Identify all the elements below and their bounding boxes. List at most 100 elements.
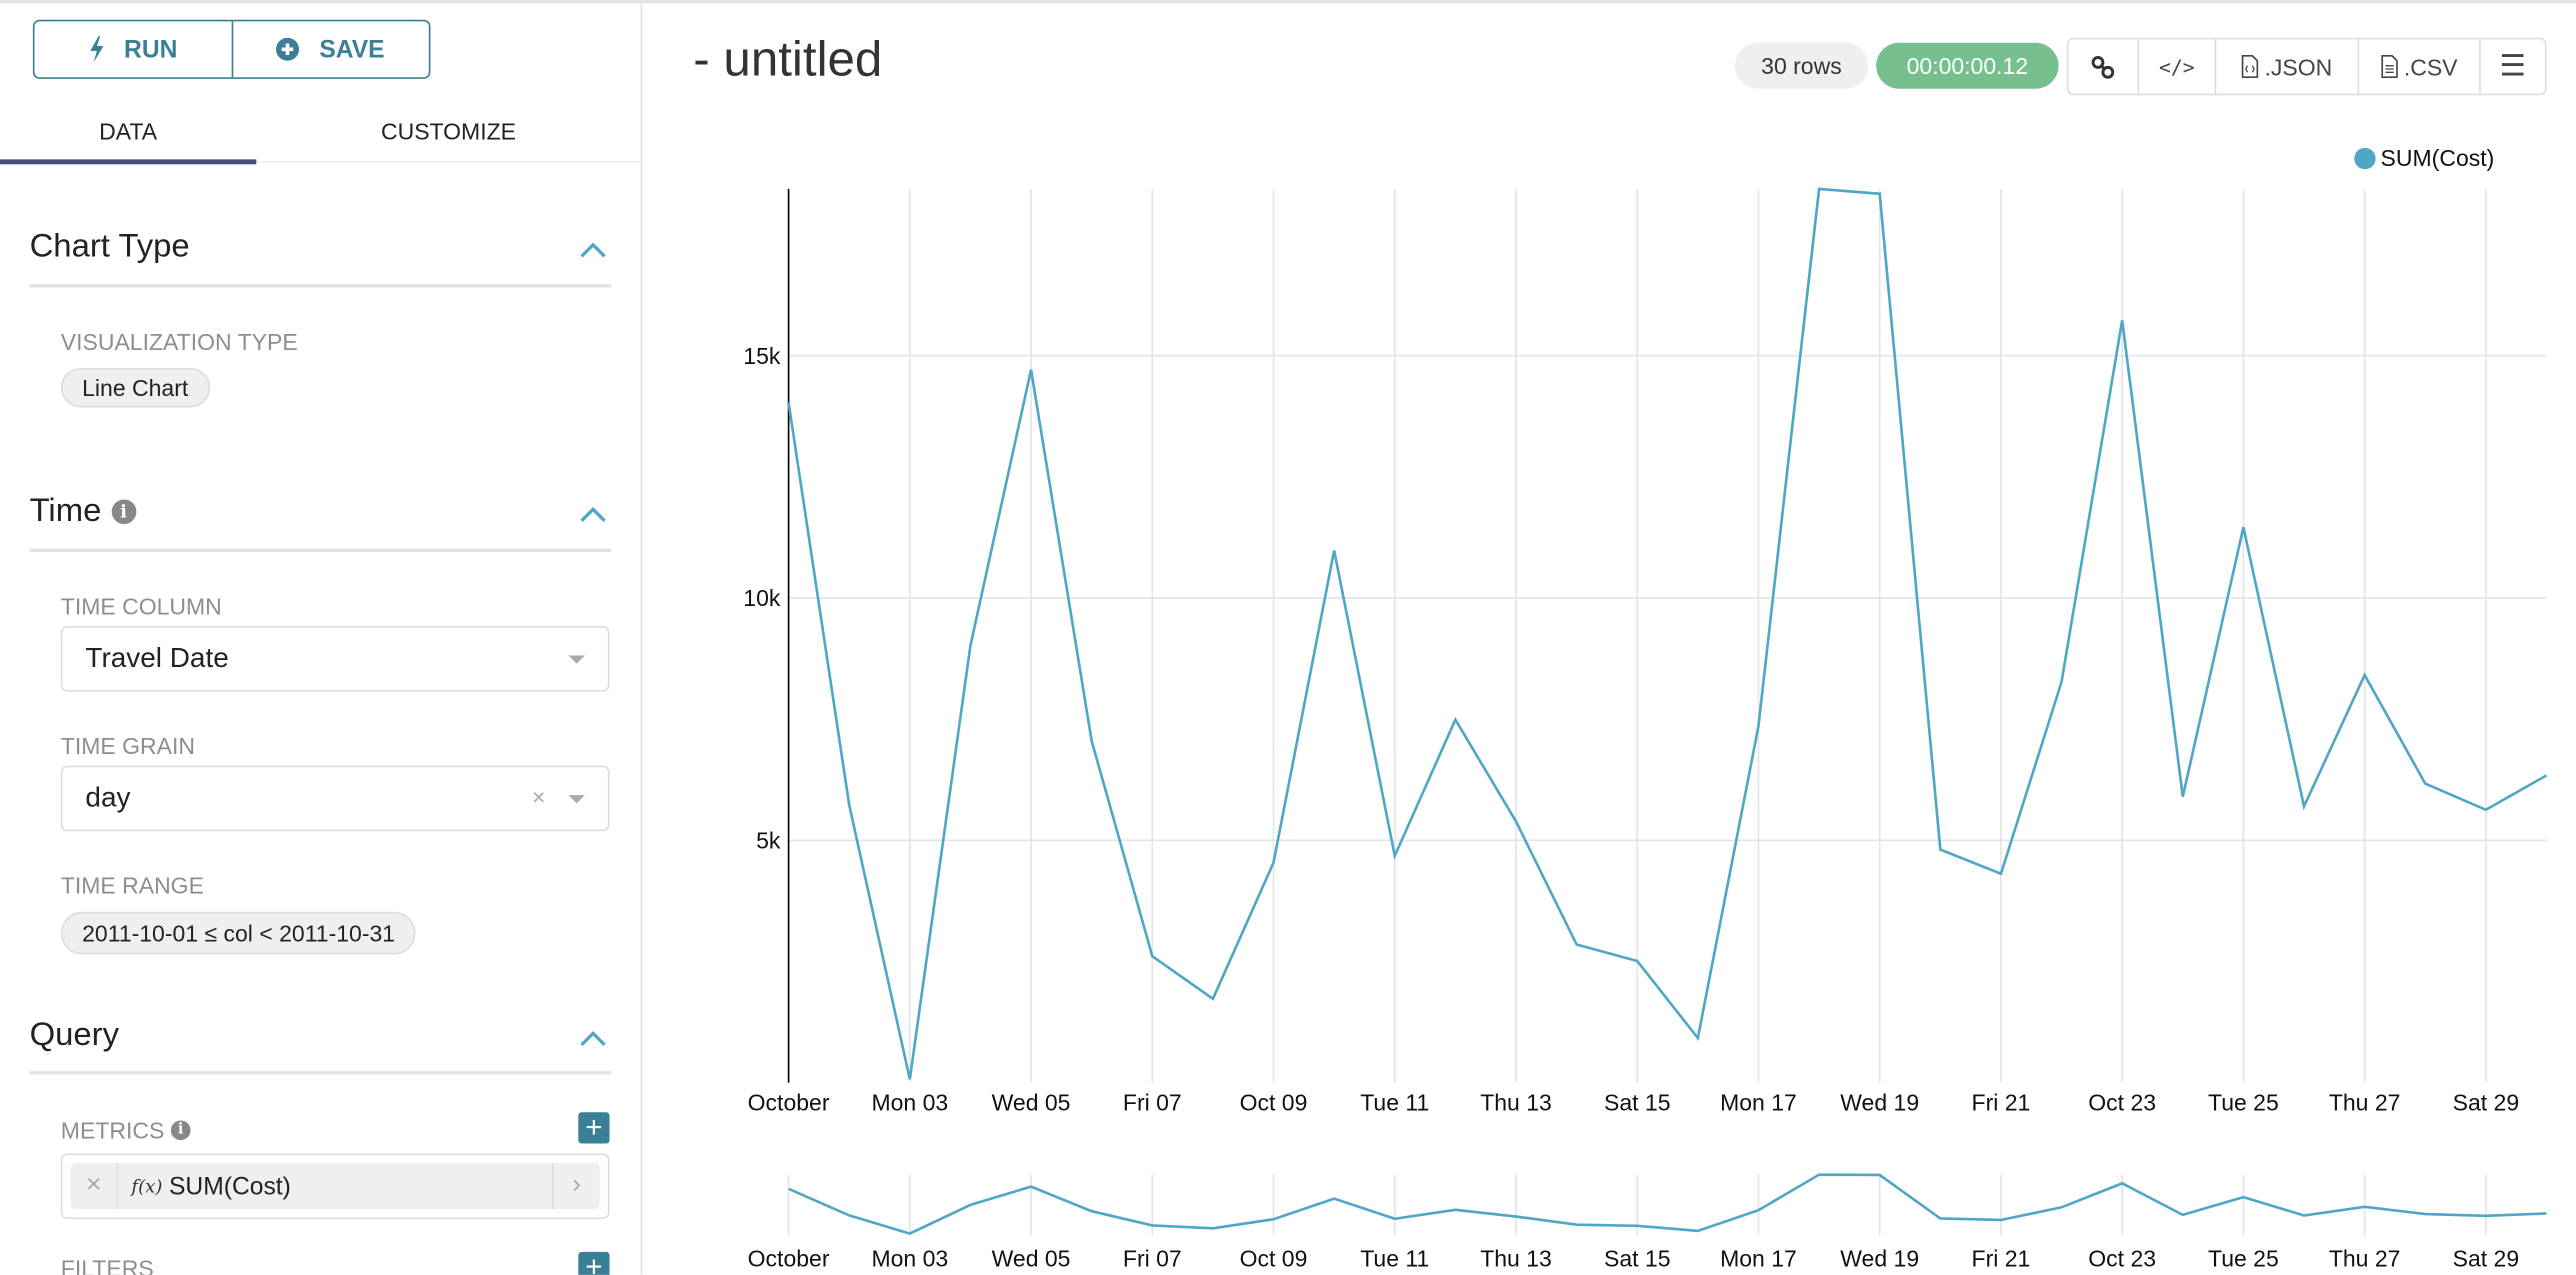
- viz-type-pill[interactable]: Line Chart: [60, 368, 210, 408]
- section-title: Chart Type: [29, 228, 190, 265]
- overview-x-tick-label: Thu 27: [2329, 1246, 2401, 1272]
- metric-tag[interactable]: × f(x) SUM(Cost) ›: [70, 1163, 600, 1210]
- clear-icon[interactable]: ×: [531, 783, 546, 810]
- overview-x-tick-label: Oct 09: [1240, 1246, 1308, 1272]
- legend-label: SUM(Cost): [2380, 144, 2495, 171]
- section-chart-type-header[interactable]: Chart Type: [30, 228, 190, 266]
- time-grain-label: TIME GRAIN: [60, 732, 195, 760]
- menu-button[interactable]: ☰: [2479, 39, 2545, 94]
- run-save-group: RUN SAVE: [32, 19, 431, 79]
- embed-code-button[interactable]: </>: [2137, 39, 2214, 94]
- hamburger-icon: ☰: [2499, 49, 2527, 83]
- plus-circle-icon: [276, 37, 300, 61]
- overview-x-tick-label: Wed 19: [1840, 1246, 1919, 1272]
- chevron-up-icon[interactable]: [578, 504, 608, 524]
- section-title: Query: [29, 1016, 120, 1054]
- remove-metric-icon[interactable]: ×: [71, 1163, 119, 1210]
- chevron-right-icon[interactable]: ›: [552, 1163, 600, 1210]
- tab-customize[interactable]: CUSTOMIZE: [380, 118, 517, 145]
- y-tick-label: 15k: [743, 343, 781, 369]
- add-filter-button[interactable]: +: [578, 1251, 610, 1275]
- x-tick-label: Tue 11: [1360, 1090, 1429, 1116]
- page-title[interactable]: - untitled: [693, 32, 883, 88]
- x-tick-label: Thu 27: [2329, 1090, 2401, 1116]
- x-tick-label: Oct 23: [2088, 1090, 2156, 1116]
- time-range-pill[interactable]: 2011-10-01 ≤ col < 2011-10-31: [60, 911, 417, 955]
- chevron-up-icon[interactable]: [578, 1028, 608, 1048]
- divider: [29, 284, 612, 288]
- export-json-button[interactable]: .JSON: [2214, 39, 2358, 94]
- row-count-badge: 30 rows: [1734, 42, 1868, 89]
- overview-x-tick-label: Tue 25: [2208, 1246, 2279, 1272]
- overview-x-tick-label: Fri 21: [1972, 1246, 2031, 1272]
- overview-x-tick-label: Mon 17: [1720, 1246, 1797, 1272]
- share-link-button[interactable]: [2068, 39, 2137, 93]
- code-icon: </>: [2159, 55, 2195, 79]
- x-tick-label: Sat 29: [2453, 1090, 2520, 1116]
- tab-divider: [0, 161, 641, 163]
- section-query-header[interactable]: Query: [30, 1017, 119, 1055]
- x-tick-label: Thu 13: [1480, 1090, 1552, 1116]
- bolt-icon: [89, 36, 103, 63]
- csv-label: .CSV: [2403, 53, 2458, 80]
- divider: [29, 1071, 612, 1075]
- file-text-icon: [2381, 55, 2399, 79]
- overview-x-tick-label: Sat 29: [2453, 1246, 2520, 1272]
- export-csv-button[interactable]: .CSV: [2357, 39, 2480, 94]
- x-tick-label: Mon 17: [1720, 1090, 1797, 1116]
- filters-label: FILTERS: [60, 1255, 154, 1275]
- run-label: RUN: [124, 35, 178, 64]
- x-tick-label: October: [748, 1090, 830, 1116]
- tab-data[interactable]: DATA: [99, 118, 158, 145]
- y-tick-label: 5k: [756, 828, 781, 854]
- x-tick-label: Fri 21: [1972, 1090, 2031, 1116]
- action-buttons: </> .JSON .CSV ☰: [2066, 37, 2547, 96]
- viz-type-label: VISUALIZATION TYPE: [60, 328, 298, 355]
- x-tick-label: Wed 05: [992, 1090, 1071, 1116]
- time-column-select[interactable]: Travel Date: [60, 625, 610, 692]
- add-metric-button[interactable]: +: [578, 1111, 610, 1144]
- overview-x-tick-label: Fri 07: [1123, 1246, 1182, 1272]
- caret-down-icon: [568, 655, 585, 664]
- metrics-input[interactable]: × f(x) SUM(Cost) ›: [60, 1153, 610, 1220]
- divider: [29, 548, 612, 553]
- overview-x-tick-label: Tue 11: [1360, 1246, 1429, 1272]
- overview-line: [788, 1173, 2547, 1235]
- x-tick-label: Tue 25: [2208, 1090, 2279, 1116]
- metrics-label-text: METRICS: [60, 1117, 165, 1144]
- save-label: SAVE: [319, 35, 385, 64]
- metric-value: SUM(Cost): [168, 1172, 291, 1201]
- info-icon[interactable]: i: [111, 499, 136, 525]
- metrics-label: METRICS i: [61, 1117, 191, 1143]
- top-border: [0, 0, 2576, 4]
- time-range-label: TIME RANGE: [60, 872, 204, 899]
- select-value: day: [85, 782, 131, 814]
- function-icon: f(x): [131, 1175, 163, 1197]
- x-tick-label: Wed 19: [1840, 1090, 1919, 1116]
- save-button[interactable]: SAVE: [230, 21, 429, 78]
- legend-dot: [2354, 147, 2376, 169]
- run-button[interactable]: RUN: [35, 21, 231, 77]
- select-value: Travel Date: [85, 642, 229, 674]
- section-title: Time: [29, 492, 102, 530]
- caret-down-icon: [568, 795, 585, 804]
- overview-x-tick-label: Mon 03: [871, 1246, 948, 1272]
- control-panel: RUN SAVE DATA CUSTOMIZE Chart Type VISUA…: [0, 3, 643, 1275]
- json-label: .JSON: [2264, 53, 2333, 80]
- time-grain-select[interactable]: day ×: [60, 765, 610, 832]
- overview-x-tick-label: Wed 05: [992, 1246, 1071, 1272]
- series-line-sum-cost: [787, 187, 2548, 1080]
- y-tick-label: 10k: [743, 585, 781, 611]
- x-tick-label: Mon 03: [871, 1090, 948, 1116]
- overview-x-tick-label: October: [748, 1246, 830, 1272]
- x-tick-label: Sat 15: [1604, 1090, 1671, 1116]
- active-tab-indicator: [0, 159, 257, 165]
- x-tick-label: Oct 09: [1240, 1090, 1308, 1116]
- info-icon[interactable]: i: [170, 1120, 191, 1141]
- link-icon: [2091, 55, 2115, 78]
- time-column-label: TIME COLUMN: [60, 593, 222, 620]
- chart-legend[interactable]: SUM(Cost): [2354, 145, 2494, 171]
- chevron-up-icon[interactable]: [578, 240, 608, 260]
- section-time-header[interactable]: Time i: [30, 493, 136, 531]
